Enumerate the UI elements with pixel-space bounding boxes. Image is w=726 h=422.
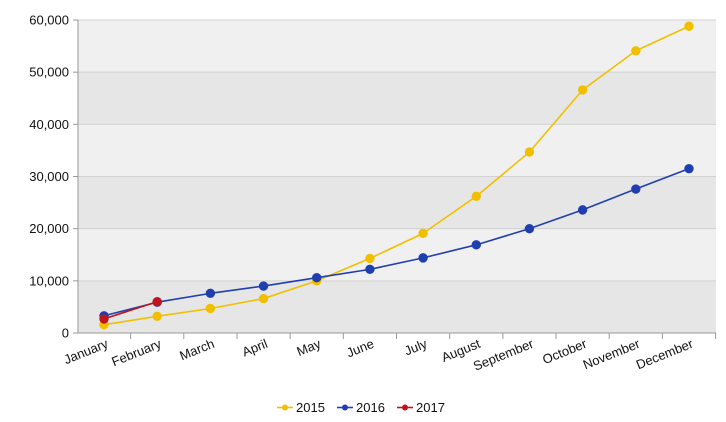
plot-band (78, 176, 716, 229)
data-point[interactable] (684, 163, 694, 174)
data-point[interactable] (152, 297, 162, 307)
data-point[interactable] (418, 253, 428, 263)
data-point[interactable] (418, 228, 428, 239)
legend-item-2017[interactable]: 2017 (397, 400, 445, 415)
data-point[interactable] (684, 21, 694, 31)
data-point[interactable] (205, 288, 216, 299)
x-tick-label: July (402, 336, 430, 359)
y-tick-label: 20,000 (29, 221, 69, 236)
data-point[interactable] (258, 281, 269, 291)
y-axis-ticks: 0 10,000 20,000 30,000 40,000 50,000 60,000 (29, 13, 78, 341)
plot-band (78, 124, 716, 177)
plot-band (78, 72, 716, 125)
y-tick-label: 50,000 (29, 65, 69, 80)
data-point[interactable] (631, 184, 641, 194)
plot-band (78, 228, 716, 281)
data-point[interactable] (524, 223, 535, 234)
x-tick-label: February (109, 336, 163, 370)
legend-item-2015[interactable]: 2015 (277, 400, 325, 415)
x-tick-label: December (634, 336, 696, 373)
series-2017 (99, 297, 162, 324)
data-point[interactable] (99, 314, 109, 324)
plot-band (78, 280, 716, 333)
data-point[interactable] (471, 240, 481, 250)
x-tick-label: March (177, 336, 216, 363)
series-line (103, 25, 690, 326)
x-axis-ticks: January February March April May June July Augu… (62, 333, 717, 374)
data-point[interactable] (524, 147, 535, 157)
plot-background (78, 20, 716, 333)
gridlines (78, 19, 716, 282)
data-point[interactable] (258, 293, 269, 304)
data-point[interactable] (365, 264, 375, 275)
y-tick-label: 30,000 (29, 169, 69, 184)
y-tick-label: 0 (62, 326, 69, 341)
legend-label: 2016 (356, 400, 385, 415)
legend-item-2016[interactable]: 2016 (337, 400, 385, 415)
data-point[interactable] (205, 303, 216, 314)
legend-label: 2017 (416, 400, 445, 415)
x-tick-label: June (344, 336, 376, 360)
data-point[interactable] (577, 205, 588, 215)
legend[interactable]: 2015 2016 2017 (277, 400, 445, 415)
legend-swatch-marker (282, 404, 288, 411)
data-point[interactable] (365, 253, 375, 264)
data-point[interactable] (577, 85, 588, 95)
y-tick-label: 40,000 (29, 117, 69, 132)
y-tick-label: 10,000 (29, 273, 69, 288)
series-layer (99, 21, 694, 330)
x-tick-label: September (471, 336, 536, 374)
legend-swatch-marker (342, 404, 348, 411)
legend-swatch-marker (402, 404, 408, 411)
series-line (103, 167, 690, 317)
data-point[interactable] (312, 273, 322, 283)
x-tick-label: November (581, 336, 643, 373)
data-point[interactable] (471, 191, 481, 202)
data-point[interactable] (631, 46, 641, 56)
plot-band (78, 20, 716, 73)
series-2015 (99, 21, 694, 330)
y-tick-label: 60,000 (29, 13, 69, 28)
x-tick-label: May (294, 336, 323, 359)
legend-label: 2015 (296, 400, 325, 415)
x-tick-label: April (240, 336, 270, 360)
data-point[interactable] (152, 311, 162, 322)
series-line (103, 300, 158, 320)
